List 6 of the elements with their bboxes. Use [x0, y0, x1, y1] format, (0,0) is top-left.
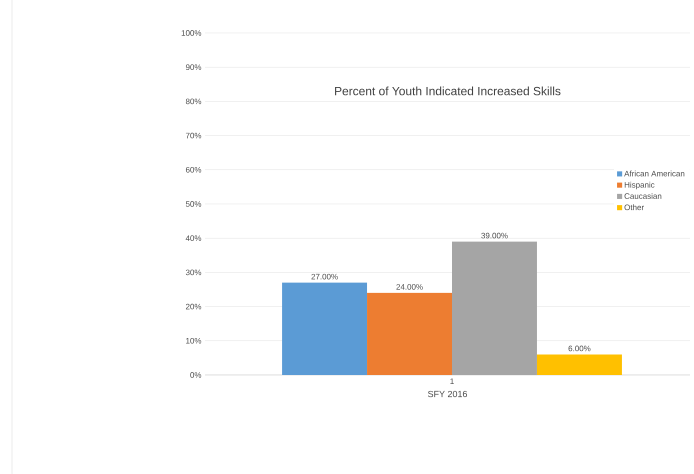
- x-axis-title: SFY 2016: [428, 390, 468, 398]
- bar: [367, 292, 452, 375]
- bar: [536, 354, 622, 375]
- bar: [452, 242, 537, 375]
- text: Percent of Youth Indicated Increased Skills: [335, 86, 560, 96]
- bar: [282, 282, 368, 375]
